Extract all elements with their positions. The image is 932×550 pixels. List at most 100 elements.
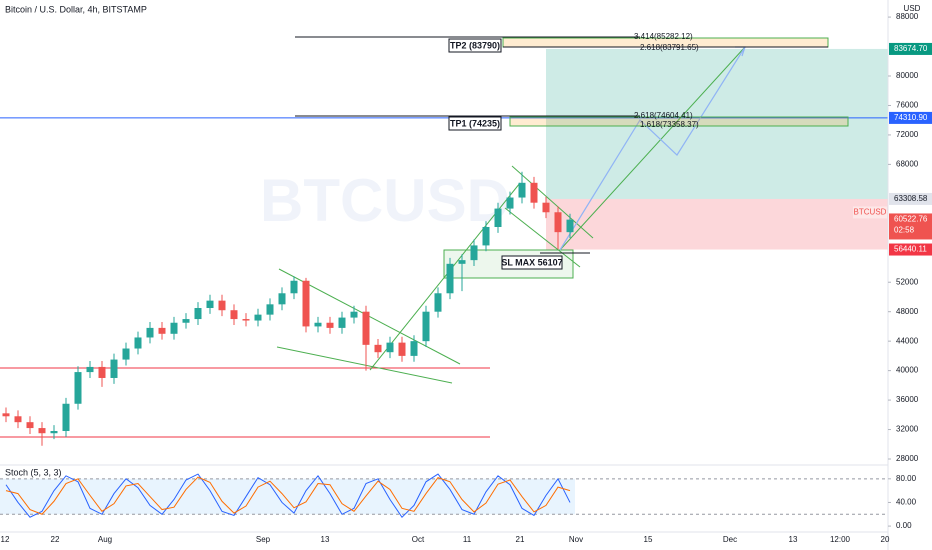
x-tick-label: 13 xyxy=(789,535,798,544)
candle-body xyxy=(218,300,226,311)
y-tick-label: 48000 xyxy=(896,307,919,316)
candle-body xyxy=(278,293,286,305)
y-tick-label: 80000 xyxy=(896,71,919,80)
candle-body xyxy=(110,359,118,378)
candle-body xyxy=(242,319,250,321)
axis-layer: 28000 32000 36000 40000 44000 48000 52000 68000… xyxy=(1,12,932,544)
x-tick-label: 13 xyxy=(321,535,330,544)
trend-line xyxy=(276,346,453,384)
loss-zone xyxy=(546,198,888,250)
trend-line xyxy=(504,207,581,268)
candle-body xyxy=(290,280,298,294)
candle-body xyxy=(374,344,382,353)
x-tick-label: Nov xyxy=(569,535,583,544)
candle-body xyxy=(362,311,370,345)
price-tag xyxy=(889,42,932,55)
candle-body xyxy=(566,219,574,233)
candle-body xyxy=(410,341,418,356)
fib-label: 3.414(85282.12) xyxy=(634,32,693,41)
candle-body xyxy=(398,342,406,356)
candle-body xyxy=(2,413,10,417)
fib-label: 2.618(83791.65) xyxy=(640,43,699,52)
fib-label: 1.618(73358.37) xyxy=(640,120,699,129)
x-tick-label: 12 xyxy=(1,535,10,544)
candle-body xyxy=(98,366,106,378)
candle-body xyxy=(458,260,466,264)
indicator-title: Stoch (5, 3, 3) xyxy=(5,467,62,477)
y-tick-label: 88000 xyxy=(896,12,919,21)
candle-body xyxy=(482,226,490,246)
y-tick-label: 72000 xyxy=(896,130,919,139)
candle-body xyxy=(122,348,130,360)
watermark: BTCUSD xyxy=(260,167,510,234)
price-tag xyxy=(889,243,932,256)
y-tick-label: 80.00 xyxy=(896,474,917,483)
candle-body xyxy=(86,366,94,373)
stoch-band xyxy=(0,478,575,515)
y-tick-label: 44000 xyxy=(896,336,919,345)
fib-label: 2.618(74604.41) xyxy=(634,111,693,120)
candle-body xyxy=(470,245,478,261)
candle-body xyxy=(542,202,550,213)
trend-line xyxy=(511,165,594,239)
price-tag-label: 74310.90 xyxy=(894,113,928,122)
candle-body xyxy=(530,182,538,203)
x-tick-label: Dec xyxy=(723,535,737,544)
candle-body xyxy=(182,319,190,323)
candle-body xyxy=(350,311,358,318)
x-tick-label: 12:00 xyxy=(830,535,851,544)
y-tick-label: 0.00 xyxy=(896,521,912,530)
price-tag xyxy=(889,213,932,240)
candle-body xyxy=(38,428,46,434)
candle-body xyxy=(74,372,82,404)
projection-path xyxy=(559,46,746,251)
candle-body xyxy=(326,322,334,328)
x-tick-label: 22 xyxy=(51,535,60,544)
x-tick-label: Oct xyxy=(412,535,425,544)
x-tick-label: 20 xyxy=(881,535,890,544)
sl-label: SL MAX 56107 xyxy=(501,257,562,267)
candle-body xyxy=(338,317,346,328)
trend-line xyxy=(559,46,746,251)
candle-body xyxy=(254,314,262,321)
currency: USD xyxy=(904,4,921,13)
candle-body xyxy=(170,322,178,334)
symbol-tag-label: BTCUSD xyxy=(854,208,887,217)
y-tick-label: 28000 xyxy=(896,454,919,463)
candle-body xyxy=(494,208,502,227)
stoch-line xyxy=(5,476,571,515)
chart-title: Bitcoin / U.S. Dollar, 4h, BITSTAMP xyxy=(5,4,147,14)
candle-body xyxy=(146,327,154,338)
price-tag-countdown: 02:58 xyxy=(894,226,915,235)
candle-body xyxy=(506,197,514,209)
candle-body xyxy=(206,300,214,309)
candle-body xyxy=(134,337,142,349)
candle-body xyxy=(230,310,238,320)
candle-body xyxy=(158,327,166,334)
sl-box xyxy=(501,255,563,270)
y-tick-label: 76000 xyxy=(896,101,919,110)
tp1-label: TP1 (74235) xyxy=(450,118,500,128)
candle-body xyxy=(554,212,562,233)
symbol-tag xyxy=(853,206,887,219)
y-tick-label: 36000 xyxy=(896,395,919,404)
candle-body xyxy=(422,311,430,342)
y-tick-label: 52000 xyxy=(896,277,919,286)
candle-body xyxy=(14,416,22,423)
y-tick-label: 40000 xyxy=(896,366,919,375)
price-tag-label: 60522.76 xyxy=(894,215,928,224)
price-tag xyxy=(889,111,932,124)
tp1-zone xyxy=(509,116,849,127)
x-tick-label: 15 xyxy=(644,535,653,544)
candle-body xyxy=(194,308,202,320)
price-tag-label: 83674.70 xyxy=(894,44,928,53)
tp2-label: TP2 (83790) xyxy=(450,40,500,50)
main-layer xyxy=(2,171,574,519)
y-tick-label: 32000 xyxy=(896,425,919,434)
y-tick-label: 40.00 xyxy=(896,498,917,507)
tp1-box xyxy=(448,116,502,131)
candle-body xyxy=(314,322,322,327)
candle-body xyxy=(302,280,310,327)
